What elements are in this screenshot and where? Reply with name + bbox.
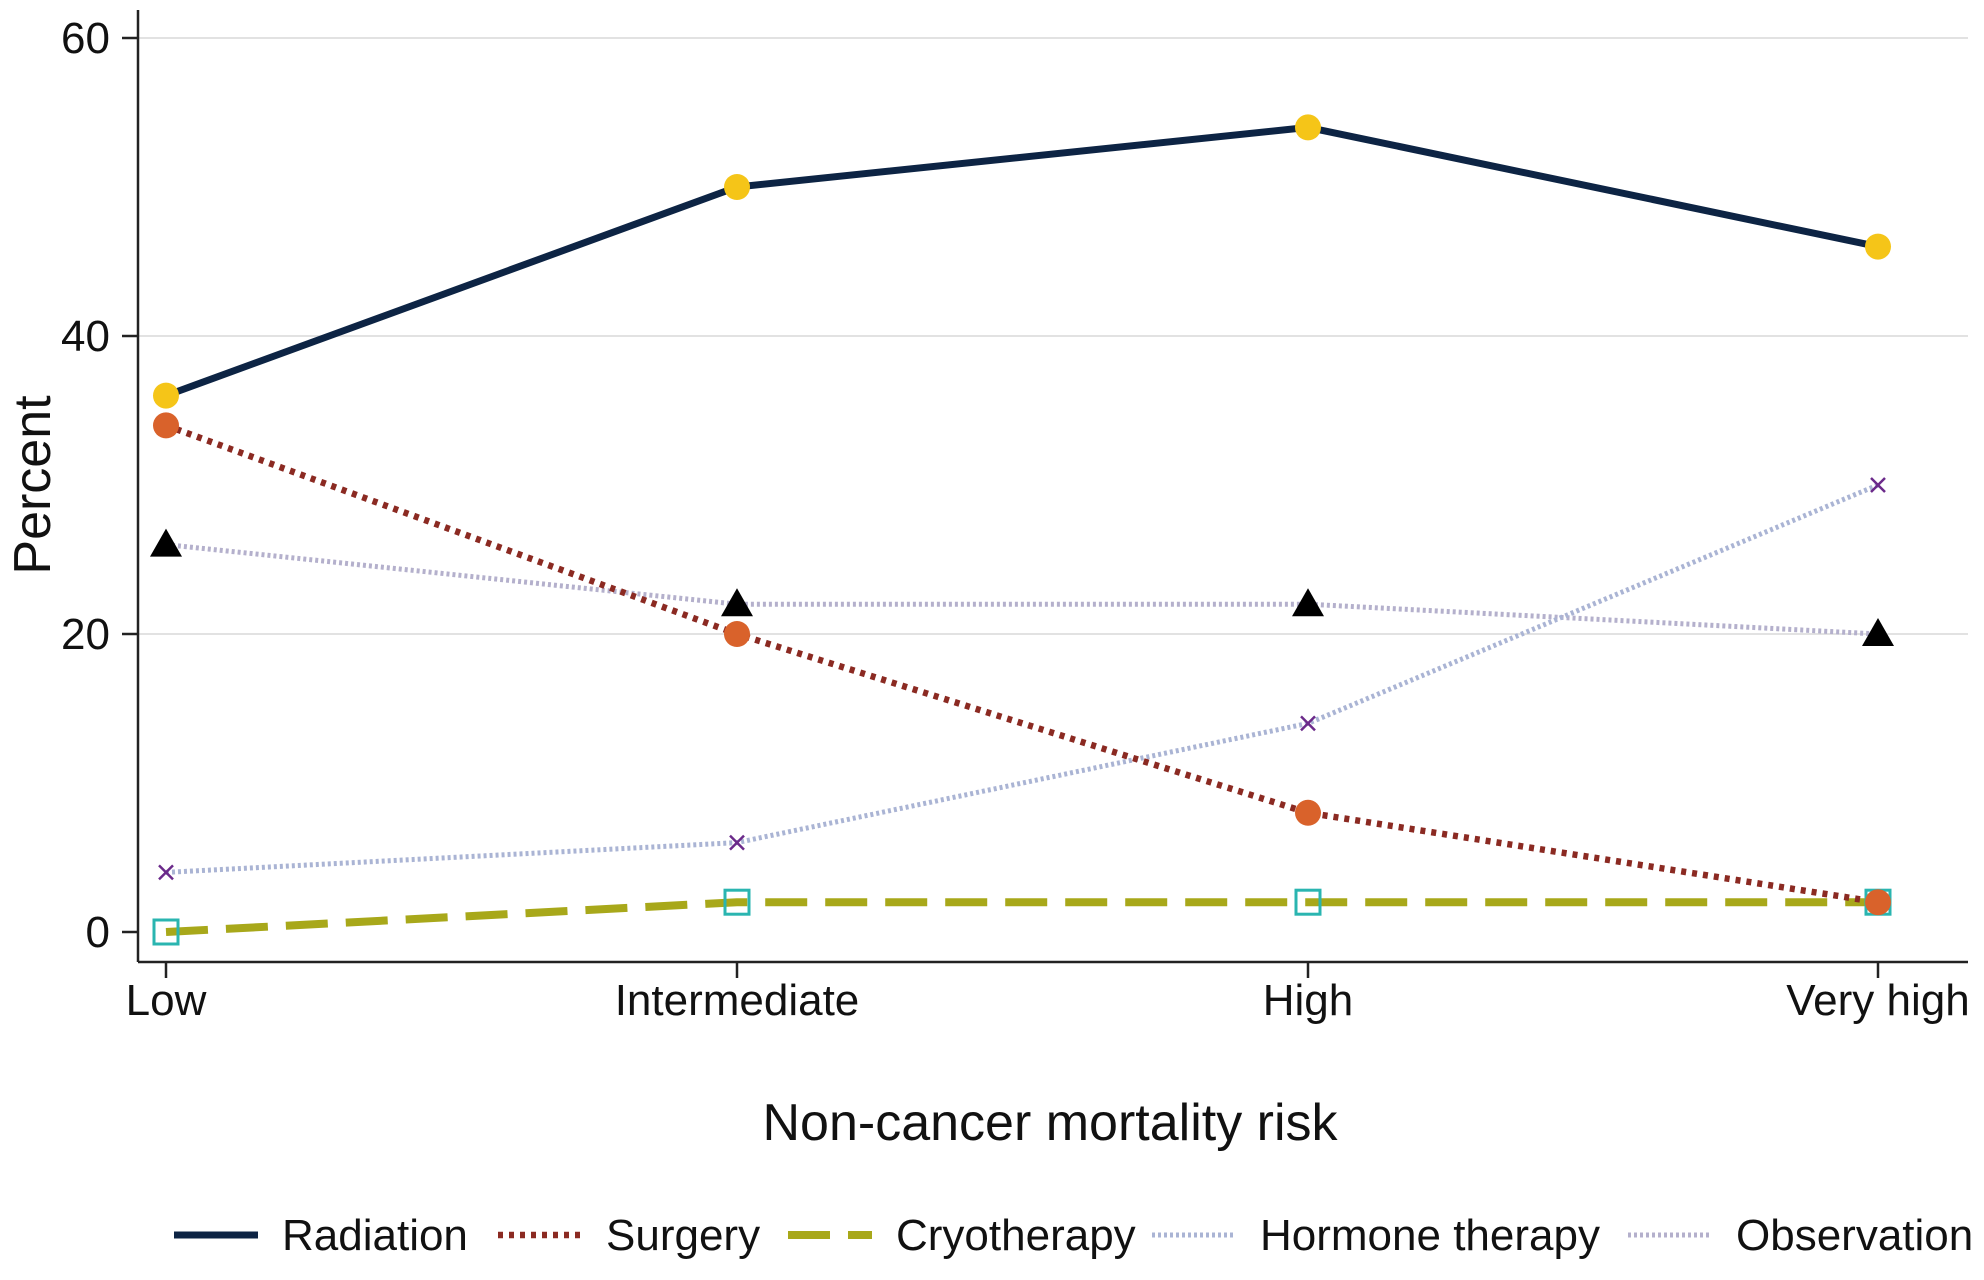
legend-label-hormone-therapy: Hormone therapy [1260, 1211, 1600, 1260]
series-lines [162, 123, 1882, 936]
marker-surgery-0 [153, 412, 179, 439]
marker-radiation-0 [153, 382, 179, 409]
marker-radiation-1 [724, 174, 750, 200]
marker-surgery-2 [1295, 799, 1321, 826]
series-line-observation [165, 542, 1879, 637]
x-tick-label-3: Very high [1786, 976, 1969, 1025]
series-line-radiation [162, 123, 1882, 400]
x-ticks: Low Intermediate High Very high [126, 962, 1970, 1025]
legend: Radiation Surgery Cryotherapy Hormone thera… [174, 1211, 1973, 1260]
y-tick-label-20: 20 [61, 610, 110, 659]
gridlines [138, 37, 1968, 635]
series-line-hormone-therapy [165, 482, 1879, 875]
legend-item-radiation: Radiation [174, 1211, 468, 1260]
marker-observation-1 [721, 588, 753, 617]
x-tick-label-0: Low [126, 976, 207, 1025]
axes [136, 10, 1968, 964]
series-markers [150, 114, 1894, 946]
x-tick-label-1: Intermediate [615, 976, 860, 1025]
legend-item-cryotherapy: Cryotherapy [788, 1211, 1136, 1260]
marker-cryotherapy-0 [152, 918, 180, 946]
series-line-cryotherapy [165, 898, 1878, 936]
x-tick-label-2: High [1263, 976, 1354, 1025]
legend-label-observation: Observation [1736, 1211, 1973, 1260]
marker-observation-2 [1292, 588, 1324, 617]
marker-radiation-3 [1865, 233, 1891, 260]
y-axis-title: Percent [4, 395, 62, 575]
legend-item-hormone-therapy: Hormone therapy [1152, 1211, 1600, 1260]
marker-hormone-therapy-1 [729, 834, 745, 851]
marker-cryotherapy-2 [1294, 888, 1322, 916]
legend-item-surgery: Surgery [498, 1211, 760, 1260]
legend-label-cryotherapy: Cryotherapy [896, 1211, 1136, 1260]
y-tick-label-0: 0 [86, 908, 110, 957]
legend-label-surgery: Surgery [606, 1211, 760, 1260]
legend-label-radiation: Radiation [282, 1211, 468, 1260]
y-tick-label-40: 40 [61, 312, 110, 361]
marker-surgery-1 [724, 621, 750, 647]
marker-observation-3 [1862, 618, 1894, 646]
legend-item-observation: Observation [1628, 1211, 1973, 1260]
marker-hormone-therapy-0 [158, 864, 174, 881]
marker-hormone-therapy-3 [1870, 477, 1886, 493]
marker-surgery-3 [1865, 889, 1891, 916]
marker-hormone-therapy-2 [1300, 715, 1316, 732]
y-ticks: 0 20 40 60 [61, 14, 138, 957]
y-tick-label-60: 60 [61, 14, 110, 63]
x-axis-title: Non-cancer mortality risk [762, 1094, 1338, 1152]
marker-cryotherapy-1 [723, 888, 751, 916]
marker-radiation-2 [1295, 114, 1321, 141]
marker-observation-0 [150, 528, 182, 557]
